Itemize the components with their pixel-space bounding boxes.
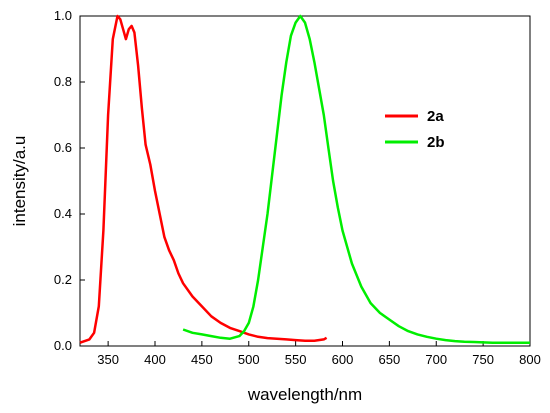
series-line-2a <box>79 14 328 344</box>
y-tick-label: 0.6 <box>54 140 72 155</box>
x-tick-label: 500 <box>238 352 260 367</box>
x-tick-label: 600 <box>332 352 354 367</box>
x-tick-label: 750 <box>472 352 494 367</box>
x-tick-label: 400 <box>144 352 166 367</box>
y-tick-label: 0.0 <box>54 338 72 353</box>
y-tick-label: 0.2 <box>54 272 72 287</box>
legend-label-2a: 2a <box>427 108 444 125</box>
y-tick-label: 0.4 <box>54 206 72 221</box>
legend-label-2b: 2b <box>427 134 445 151</box>
series-line-2b <box>182 14 530 344</box>
x-axis: 350 400 450 500 550 600 650 700 750 800 <box>97 341 541 367</box>
y-tick-label: 0.8 <box>54 74 72 89</box>
x-tick-label: 650 <box>379 352 401 367</box>
legend: 2a 2b <box>385 108 445 151</box>
x-tick-label: 700 <box>425 352 447 367</box>
x-axis-title: wavelength/nm <box>247 385 362 404</box>
y-axis: 0.0 0.2 0.4 0.6 0.8 1.0 <box>54 8 85 353</box>
y-axis-title: intensity/a.u <box>10 136 29 227</box>
x-tick-label: 350 <box>97 352 119 367</box>
plot-frame <box>79 15 531 347</box>
x-tick-label: 800 <box>519 352 541 367</box>
x-tick-label: 550 <box>285 352 307 367</box>
series-layer <box>79 14 530 344</box>
x-tick-label: 450 <box>191 352 213 367</box>
y-tick-label: 1.0 <box>54 8 72 23</box>
